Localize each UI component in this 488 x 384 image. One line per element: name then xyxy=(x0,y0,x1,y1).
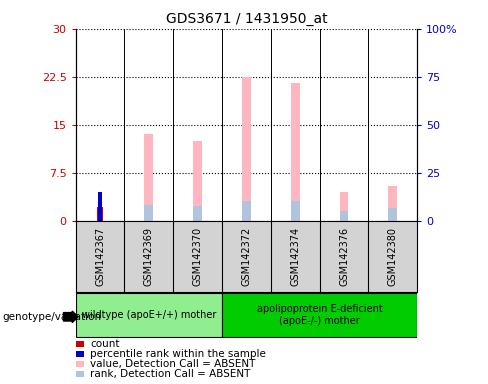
Bar xyxy=(242,77,251,221)
Text: apolipoprotein E-deficient
(apoE-/-) mother: apolipoprotein E-deficient (apoE-/-) mot… xyxy=(257,304,383,326)
Bar xyxy=(388,208,397,221)
Bar xyxy=(340,192,348,221)
Text: GSM142367: GSM142367 xyxy=(95,227,105,286)
Text: wildtype (apoE+/+) mother: wildtype (apoE+/+) mother xyxy=(81,310,216,320)
Text: percentile rank within the sample: percentile rank within the sample xyxy=(90,349,266,359)
Text: GSM142372: GSM142372 xyxy=(242,227,251,286)
Text: GSM142370: GSM142370 xyxy=(193,227,203,286)
Bar xyxy=(193,141,202,221)
Bar xyxy=(242,201,251,221)
Text: GSM142369: GSM142369 xyxy=(144,227,154,286)
Bar xyxy=(144,134,153,221)
Bar xyxy=(144,205,153,221)
Text: GSM142374: GSM142374 xyxy=(290,227,300,286)
Text: GSM142380: GSM142380 xyxy=(388,227,398,286)
Bar xyxy=(98,192,102,221)
Bar xyxy=(291,201,300,221)
Text: GSM142376: GSM142376 xyxy=(339,227,349,286)
Bar xyxy=(388,185,397,221)
Bar xyxy=(97,207,103,221)
Text: genotype/variation: genotype/variation xyxy=(2,312,102,322)
Title: GDS3671 / 1431950_at: GDS3671 / 1431950_at xyxy=(165,12,327,26)
Bar xyxy=(340,211,348,221)
Text: value, Detection Call = ABSENT: value, Detection Call = ABSENT xyxy=(90,359,256,369)
FancyBboxPatch shape xyxy=(222,293,417,337)
Text: count: count xyxy=(90,339,120,349)
FancyBboxPatch shape xyxy=(76,293,222,337)
Bar xyxy=(193,206,202,221)
Text: rank, Detection Call = ABSENT: rank, Detection Call = ABSENT xyxy=(90,369,251,379)
Bar xyxy=(291,83,300,221)
